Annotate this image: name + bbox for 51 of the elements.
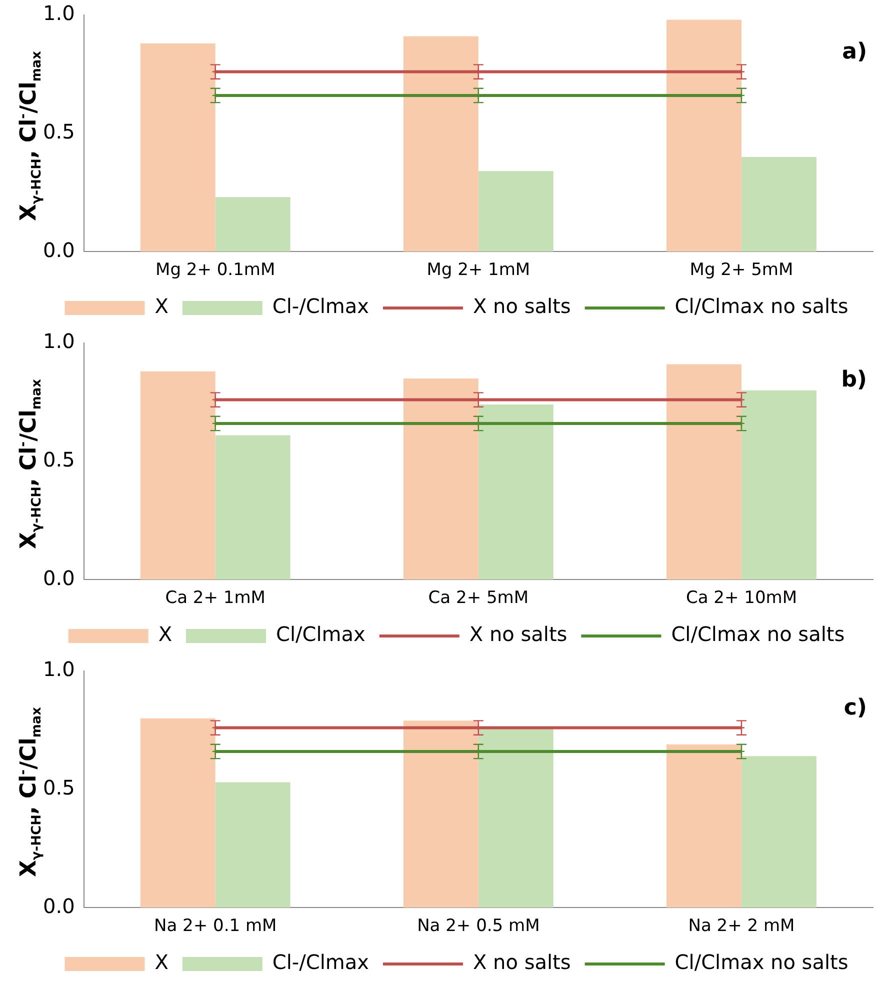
legend-label: X no salts	[472, 294, 571, 318]
x-tick-label: Ca 2+ 5mM	[428, 588, 529, 608]
x-tick-label: Mg 2+ 1mM	[426, 260, 530, 280]
bar	[666, 744, 742, 908]
legend-label: X	[154, 294, 169, 318]
y-tick-label: 1.0	[42, 329, 75, 354]
y-tick-label: 1.0	[42, 1, 75, 26]
legend-label: Cl/Clmax no salts	[674, 294, 848, 318]
x-tick-label: Ca 2+ 1mM	[165, 588, 266, 608]
y-tick-label: 1.0	[42, 657, 75, 682]
x-tick-label: Ca 2+ 10mM	[686, 588, 797, 608]
legend-label: Cl-/Clmax	[272, 950, 370, 974]
legend-label: Cl/Clmax no salts	[671, 622, 845, 646]
bar	[140, 718, 216, 908]
bar	[666, 20, 742, 252]
legend-label: Cl/Clmax no salts	[674, 950, 848, 974]
bar	[403, 36, 478, 252]
bar	[478, 728, 554, 908]
bar	[741, 756, 816, 908]
bar	[478, 404, 554, 580]
bar	[741, 390, 816, 580]
legend-label: X	[158, 622, 172, 646]
x-tick-label: Na 2+ 0.5 mM	[417, 916, 540, 936]
y-tick-label: 0.0	[42, 238, 75, 262]
x-tick-label: Mg 2+ 0.1mM	[156, 260, 276, 280]
bar	[741, 156, 816, 252]
bar	[215, 435, 290, 580]
x-tick-label: Na 2+ 2 mM	[688, 916, 795, 936]
bar	[140, 43, 216, 252]
annotation: c)	[844, 696, 867, 721]
x-tick-label: Mg 2+ 5mM	[690, 260, 794, 280]
annotation: a)	[842, 40, 867, 65]
legend-label: X	[154, 950, 169, 974]
y-tick-label: 0.5	[42, 448, 75, 472]
legend-label: X no salts	[469, 622, 568, 646]
bar	[215, 197, 290, 252]
bar	[215, 782, 290, 908]
bar	[140, 371, 216, 580]
legend-label: Cl-/Clmax	[272, 294, 370, 318]
y-tick-label: 0.0	[42, 566, 75, 590]
annotation: b)	[841, 368, 867, 393]
bar	[666, 364, 742, 580]
bar	[403, 378, 478, 580]
y-tick-label: 0.5	[42, 776, 75, 800]
legend-label: Cl/Clmax	[276, 622, 366, 646]
x-tick-label: Na 2+ 0.1 mM	[154, 916, 277, 936]
bar	[478, 171, 554, 252]
bar	[403, 720, 478, 908]
y-tick-label: 0.5	[42, 120, 75, 144]
y-tick-label: 0.0	[42, 894, 75, 918]
legend-label: X no salts	[472, 950, 571, 974]
